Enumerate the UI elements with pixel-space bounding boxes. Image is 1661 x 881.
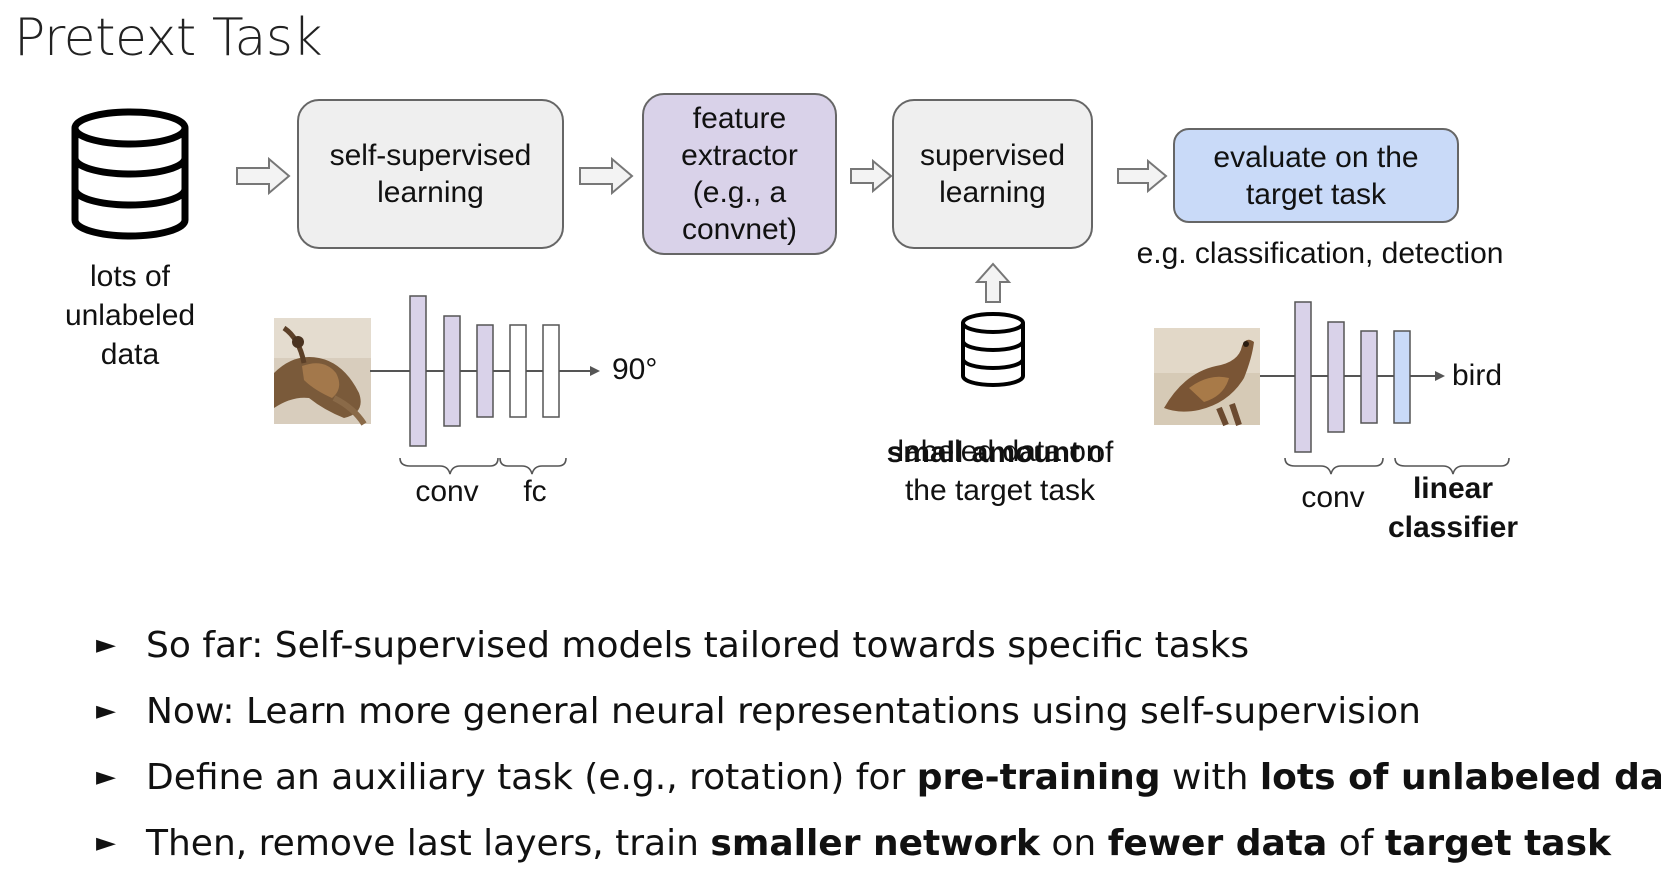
- bullet-item: ► Define an auxiliary task (e.g., rotatio…: [96, 744, 1661, 810]
- brace-conv-right: [1284, 457, 1510, 475]
- bullet-text-part: Define an auxiliary task (e.g., rotation…: [146, 756, 917, 798]
- bullet-marker-icon: ►: [96, 696, 116, 726]
- eval-caption: e.g. classification, detection: [1136, 237, 1504, 270]
- conv-net-left: [370, 295, 600, 447]
- bullet-text: So far: Self-supervised models tailored …: [146, 625, 1249, 666]
- bullet-text: Define an auxiliary task (e.g., rotation…: [146, 757, 1661, 798]
- small-database-icon: [961, 312, 1025, 387]
- self-supervised-learning-box: self-supervised learning: [297, 99, 564, 249]
- bullet-marker-icon: ►: [96, 630, 116, 660]
- bullet-bold-text: lots of unlabeled data: [1259, 756, 1661, 798]
- supervised-box-label: supervised learning: [919, 139, 1066, 209]
- database-icon: [71, 108, 189, 240]
- brace-conv-left: [399, 457, 567, 475]
- ssl-box-label: self-supervised learning: [329, 139, 532, 209]
- bullet-bold-text: smaller network: [710, 822, 1040, 864]
- conv-net-right: [1260, 301, 1445, 453]
- conv-layer: [443, 315, 461, 427]
- fc-layer: [509, 324, 527, 418]
- bullet-bold-text: target task: [1384, 822, 1611, 864]
- feature-box-label: feature extractor (e.g., a convnet): [681, 102, 798, 246]
- brace-fc-label: fc: [523, 475, 547, 508]
- small-amount-bold: small amount: [886, 436, 1080, 469]
- database-label: lots of unlabeled data: [64, 260, 196, 371]
- bullet-text-part: So far: Self-supervised models tailored …: [146, 624, 1250, 666]
- bullet-text: Now: Learn more general neural represent…: [146, 691, 1421, 732]
- small-db-rest1: of: [1080, 436, 1114, 469]
- bullet-text-part: on: [1039, 822, 1108, 864]
- bullet-text-part: Now: Learn more general neural represent…: [146, 690, 1421, 732]
- conv-layer: [476, 324, 494, 418]
- supervised-learning-box: supervised learning: [892, 99, 1093, 249]
- evaluate-box-label: evaluate on the target task: [1213, 140, 1419, 211]
- bird-image: [1154, 328, 1260, 427]
- bullet-bold-text: fewer data: [1107, 822, 1328, 864]
- small-db-label: small amount of: [860, 394, 1140, 472]
- feature-extractor-box: feature extractor (e.g., a convnet): [642, 93, 837, 255]
- bullet-text-part: of: [1327, 822, 1385, 864]
- conv-layer: [1327, 321, 1345, 433]
- page-title: Pretext Task: [14, 8, 323, 68]
- conv-layer: [409, 295, 427, 447]
- arrow-icon: [236, 156, 291, 196]
- fc-layer: [542, 324, 560, 418]
- bullet-text-part: Then, remove last layers, train: [146, 822, 711, 864]
- bullet-marker-icon: ►: [96, 828, 116, 858]
- brace-conv-label-left: conv: [415, 475, 479, 508]
- bullet-bold-text: pre-training: [916, 756, 1161, 798]
- arrow-icon: [1117, 158, 1168, 194]
- linear-layer: [1393, 330, 1411, 424]
- brace-conv-label-right: conv: [1301, 481, 1365, 514]
- bullet-item: ► Then, remove last layers, train smaller…: [96, 810, 1661, 876]
- brace-linear-label: linear classifier: [1387, 472, 1519, 544]
- evaluate-box: evaluate on the target task: [1173, 128, 1459, 223]
- conv-layer: [1360, 330, 1378, 424]
- bullet-item: ► So far: Self-supervised models tailored…: [96, 612, 1661, 678]
- bird-image-rotated: [274, 318, 371, 426]
- bullet-marker-icon: ►: [96, 762, 116, 792]
- arrow-icon: [850, 158, 893, 194]
- bullet-list: ► So far: Self-supervised models tailored…: [96, 612, 1661, 876]
- small-db-rest2: labeled data on the target task: [897, 435, 1103, 507]
- bullet-item: ► Now: Learn more general neural represen…: [96, 678, 1661, 744]
- rotation-output: 90°: [612, 353, 658, 386]
- arrow-icon: [579, 156, 634, 196]
- bullet-text-part: with: [1160, 756, 1260, 798]
- up-arrow-icon: [974, 262, 1012, 303]
- conv-layer: [1294, 301, 1312, 453]
- class-output: bird: [1452, 359, 1503, 392]
- bullet-text: Then, remove last layers, train smaller …: [146, 823, 1611, 864]
